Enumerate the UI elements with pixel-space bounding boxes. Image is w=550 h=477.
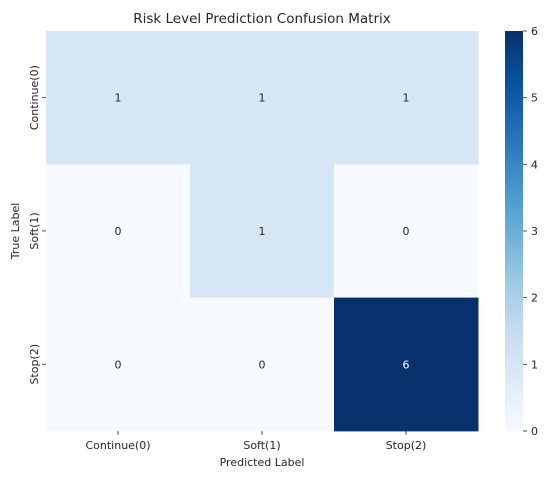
cell-value-label: 0 — [115, 358, 122, 371]
cell-value-label: 1 — [259, 225, 266, 238]
cell-value-label: 0 — [259, 358, 266, 371]
heatmap-cell — [190, 164, 335, 299]
y-tick-label: Soft(1) — [28, 212, 41, 249]
colorbar-tick-label: 1 — [531, 358, 538, 371]
colorbar-tick-label: 0 — [531, 425, 538, 438]
y-tick-label: Continue(0) — [28, 65, 41, 130]
cell-value-label: 1 — [115, 92, 122, 105]
heatmap-cell — [190, 31, 335, 165]
heatmap-cells: 1 1 1 0 1 0 0 0 6 — [46, 31, 479, 432]
colorbar-tick-label: 4 — [531, 158, 538, 171]
heatmap-cell — [334, 31, 479, 165]
cell-value-label: 0 — [115, 225, 122, 238]
colorbar-tick-label: 6 — [531, 25, 538, 38]
colorbar-tick-label: 2 — [531, 292, 538, 305]
y-axis-label: True Label — [9, 203, 22, 261]
heatmap-cell — [46, 297, 191, 432]
x-tick-label: Continue(0) — [85, 439, 150, 452]
x-tick-label: Stop(2) — [386, 439, 427, 452]
x-tick-label: Soft(1) — [243, 439, 280, 452]
x-axis-ticks: Continue(0) Soft(1) Stop(2) — [85, 430, 427, 452]
colorbar — [505, 31, 523, 431]
cell-value-label: 1 — [403, 92, 410, 105]
y-tick-label: Stop(2) — [28, 344, 41, 385]
colorbar-tick-label: 5 — [531, 92, 538, 105]
heatmap-cell — [46, 31, 191, 165]
heatmap-cell — [334, 164, 479, 299]
colorbar-tick-label: 3 — [531, 225, 538, 238]
heatmap-cell — [190, 297, 335, 432]
cell-value-label: 0 — [403, 225, 410, 238]
cell-value-label: 6 — [403, 358, 410, 371]
x-axis-label: Predicted Label — [220, 456, 305, 469]
heatmap-cell — [46, 164, 191, 299]
y-axis-ticks: Continue(0) Soft(1) Stop(2) — [28, 65, 46, 385]
heatmap-cell — [334, 297, 479, 432]
colorbar-ticks: 0 1 2 3 4 5 6 — [523, 25, 538, 438]
cell-value-label: 1 — [259, 92, 266, 105]
chart-title: Risk Level Prediction Confusion Matrix — [133, 11, 391, 27]
